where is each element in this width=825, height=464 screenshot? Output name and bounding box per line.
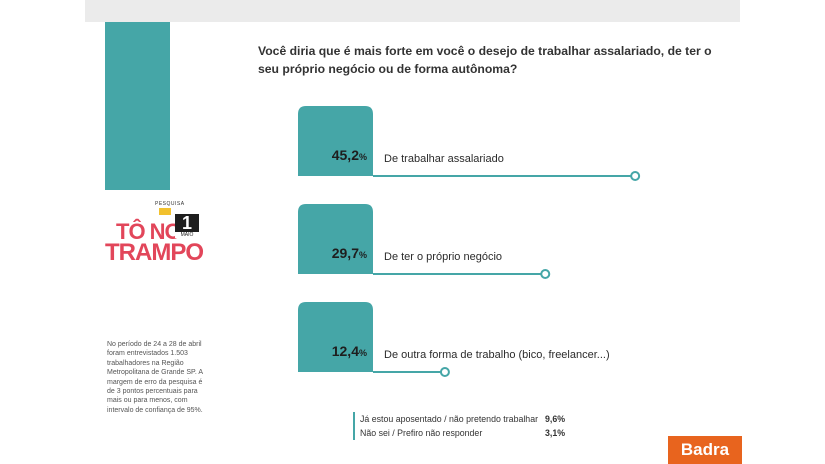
other-response-row: Não sei / Prefiro não responder 3,1%: [360, 426, 565, 440]
logo-small-text: PESQUISA: [155, 201, 185, 207]
bar-end-marker: [630, 171, 641, 181]
brand-logo: Badra: [668, 436, 742, 464]
bar-value-label: 29,7%: [332, 245, 367, 261]
survey-logo: PESQUISA TÔ NO 1 MAIO TRAMPO: [103, 197, 213, 267]
logo-line2: TRAMPO: [105, 239, 204, 266]
other-response-label: Não sei / Prefiro não responder: [360, 428, 483, 438]
bar-value-label: 12,4%: [332, 343, 367, 359]
bar-block: [298, 204, 373, 274]
other-response-label: Já estou aposentado / não pretendo traba…: [360, 414, 539, 424]
other-response-value: 9,6%: [545, 414, 566, 424]
bar-end-marker: [439, 367, 450, 377]
methodology-note: No período de 24 a 28 de abril foram ent…: [107, 341, 203, 414]
top-strip: [85, 0, 740, 22]
calendar-icon: 1 MAIO: [175, 214, 199, 238]
sidebar: PESQUISA TÔ NO 1 MAIO TRAMPO No período …: [85, 22, 215, 464]
category-label: De outra forma de trabalho (bico, freela…: [384, 349, 610, 361]
bar-block: [298, 302, 373, 372]
calendar-number: 1: [181, 213, 192, 233]
other-responses: Já estou aposentado / não pretendo traba…: [353, 412, 565, 440]
bar-group: 45,2% De trabalhar assalariado: [298, 106, 641, 181]
other-response-row: Já estou aposentado / não pretendo traba…: [360, 412, 565, 426]
sidebar-accent-bar: [105, 22, 170, 190]
logo-yellow-mark: [159, 208, 171, 215]
other-responses-accent-bar: [353, 412, 355, 440]
category-label: De trabalhar assalariado: [384, 153, 504, 165]
bar-group: 12,4% De outra forma de trabalho (bico, f…: [298, 302, 610, 377]
category-label: De ter o próprio negócio: [384, 251, 502, 263]
bar-block: [298, 106, 373, 176]
bar-end-marker: [540, 269, 551, 279]
chart-title: Você diria que é mais forte em você o de…: [258, 44, 712, 76]
calendar-month: MAIO: [175, 232, 199, 238]
bar-group: 29,7% De ter o próprio negócio: [298, 204, 551, 279]
logo-line1: TÔ NO: [116, 219, 182, 244]
bar-value-label: 45,2%: [332, 147, 367, 163]
other-response-value: 3,1%: [545, 428, 566, 438]
